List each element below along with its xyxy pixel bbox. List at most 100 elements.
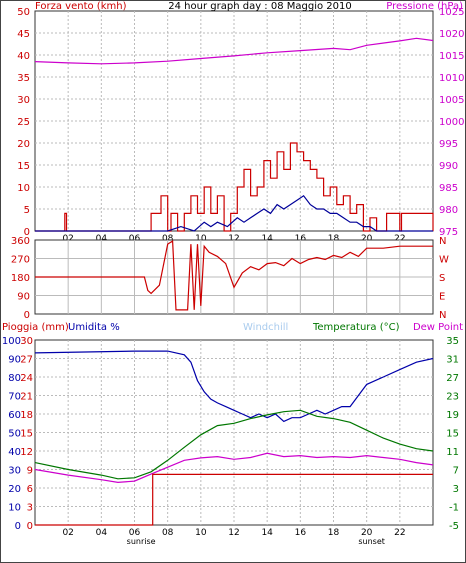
pressure-tick-label: 1005	[439, 95, 464, 106]
rain-tick-label: 12	[20, 447, 33, 458]
hour-tick-label: 16	[295, 528, 307, 538]
rain-axis-label: Pioggia (mm)	[2, 322, 69, 333]
temperature-tick-label: 35	[446, 336, 459, 347]
rain-tick-label: 3	[27, 503, 33, 514]
compass-tick-label: N	[439, 310, 446, 321]
pressure-axis-label: Pressione (hPa)	[386, 1, 463, 12]
hour-tick-label: 06	[129, 528, 141, 538]
temperature-series-line	[34, 409, 434, 480]
direction-tick-label: 360	[11, 236, 30, 247]
temperature-tick-label: 31	[446, 355, 459, 366]
compass-tick-label: W	[439, 255, 449, 266]
temperature-tick-label: 15	[446, 429, 459, 440]
temperature-tick-label: 23	[446, 392, 459, 403]
pressure-tick-label: 1020	[439, 29, 464, 40]
humidity-tick-label: 70	[8, 392, 21, 403]
hour-tick-label: 18	[328, 528, 340, 538]
humidity-tick-label: 90	[8, 355, 21, 366]
hour-tick-label: 10	[195, 234, 207, 244]
humidity-tick-label: 30	[8, 466, 21, 477]
temperature-tick-label: 27	[446, 373, 459, 384]
wind-tick-label: 50	[17, 7, 30, 18]
wind-speed-series-line	[35, 142, 434, 232]
direction-tick-label: 270	[11, 255, 30, 266]
wind-tick-label: 40	[17, 51, 30, 62]
hour-tick-label: 04	[96, 234, 108, 244]
rain-tick-label: 9	[27, 466, 33, 477]
direction-tick-label: 90	[17, 292, 30, 303]
wind-tick-label: 15	[17, 161, 30, 172]
direction-tick-label: 180	[11, 273, 30, 284]
pressure-tick-label: 1010	[439, 73, 464, 84]
humidity-axis-label: Umidita %	[68, 322, 120, 333]
compass-tick-label: S	[439, 273, 445, 284]
hour-tick-label: 16	[295, 234, 307, 244]
chart-title: 24 hour graph day : 08 Maggio 2010	[168, 1, 351, 12]
humidity-tick-label: 50	[8, 429, 21, 440]
hour-tick-label: 02	[62, 234, 73, 244]
rain-series-line	[35, 473, 433, 526]
wind-tick-label: 10	[17, 183, 30, 194]
humidity-tick-label: 40	[8, 447, 21, 458]
hour-tick-label: 12	[228, 234, 239, 244]
hour-tick-label: 08	[162, 234, 174, 244]
dew-point-series-line	[34, 452, 434, 484]
wind-tick-label: 25	[17, 117, 30, 128]
wind-tick-label: 45	[17, 29, 30, 40]
sunrise-label: sunrise	[127, 537, 156, 546]
wind-tick-label: 20	[17, 139, 30, 150]
hour-tick-label: 10	[195, 528, 207, 538]
hour-tick-label: 06	[129, 234, 141, 244]
dew-point-axis-label: Dew Point	[413, 322, 463, 333]
windchill-axis-label: Windchill	[243, 322, 288, 333]
temperature-tick-label: -5	[449, 521, 459, 532]
temperature-tick-label: -1	[449, 503, 459, 514]
wind-tick-label: 0	[24, 227, 30, 238]
temperature-tick-label: 3	[453, 484, 459, 495]
temperature-tick-label: 19	[446, 410, 459, 421]
direction-tick-label: 0	[24, 310, 30, 321]
rain-tick-label: 21	[20, 392, 33, 403]
humidity-series-line	[34, 350, 434, 423]
pressure-series-line	[34, 37, 434, 65]
temperature-axis-label: Temperatura (°C)	[312, 322, 400, 333]
pressure-tick-label: 985	[439, 183, 458, 194]
hour-tick-label: 02	[62, 528, 73, 538]
hour-tick-label: 14	[261, 234, 273, 244]
compass-tick-label: N	[439, 236, 446, 247]
temperature-tick-label: 7	[453, 466, 459, 477]
hour-tick-label: 20	[361, 234, 373, 244]
rain-tick-label: 15	[20, 429, 33, 440]
wind-direction-series-line	[35, 239, 433, 311]
wind-tick-label: 5	[24, 205, 30, 216]
wind-tick-label: 35	[17, 73, 30, 84]
hour-tick-label: 20	[361, 528, 373, 538]
humidity-tick-label: 10	[8, 503, 21, 514]
sunset-label: sunset	[358, 537, 385, 546]
pressure-tick-label: 980	[439, 205, 458, 216]
rain-tick-label: 30	[20, 336, 33, 347]
rain-tick-label: 27	[20, 355, 33, 366]
hour-tick-label: 14	[261, 528, 273, 538]
hour-tick-label: 08	[162, 528, 174, 538]
pressure-tick-label: 990	[439, 161, 458, 172]
humidity-tick-label: 100	[2, 336, 21, 347]
humidity-tick-label: 60	[8, 410, 21, 421]
rain-tick-label: 6	[27, 484, 33, 495]
rain-tick-label: 18	[20, 410, 33, 421]
rain-tick-label: 24	[20, 373, 33, 384]
humidity-tick-label: 0	[15, 521, 21, 532]
wind-axis-label: Forza vento (kmh)	[35, 1, 127, 12]
pressure-tick-label: 995	[439, 139, 458, 150]
humidity-tick-label: 80	[8, 373, 21, 384]
pressure-tick-label: 1000	[439, 117, 464, 128]
rain-tick-label: 0	[27, 521, 33, 532]
hour-tick-label: 22	[394, 234, 405, 244]
pressure-tick-label: 1015	[439, 51, 464, 62]
temperature-tick-label: 11	[446, 447, 459, 458]
wind-average-series-line	[35, 194, 433, 232]
